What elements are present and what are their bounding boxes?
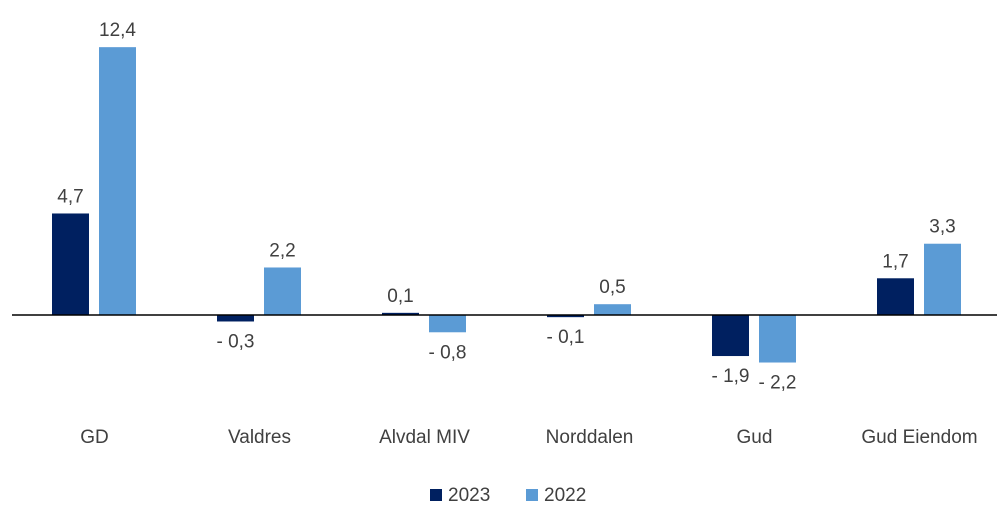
bar (264, 267, 301, 315)
x-tick-label: Gud Eiendom (861, 427, 977, 448)
value-label: 4,7 (57, 186, 83, 207)
x-tick-label: Alvdal MIV (379, 427, 470, 448)
value-label: 1,7 (882, 251, 908, 272)
x-tick-label: GD (80, 427, 109, 448)
legend-swatch (526, 489, 538, 501)
bar (99, 47, 136, 315)
bar (759, 315, 796, 363)
x-tick-label: Gud (737, 427, 773, 448)
bar (924, 243, 961, 315)
value-label: - 1,9 (711, 366, 749, 387)
bar (712, 315, 749, 357)
bar (877, 278, 914, 315)
x-tick-label: Norddalen (546, 427, 634, 448)
value-label: - 2,2 (758, 373, 796, 394)
value-label: - 0,3 (216, 331, 254, 352)
legend-swatch (430, 489, 442, 501)
legend-label: 2023 (448, 485, 490, 506)
legend-label: 2022 (544, 485, 586, 506)
x-tick-label: Valdres (228, 427, 291, 448)
value-label: 0,1 (387, 286, 413, 307)
value-label: 12,4 (99, 20, 136, 41)
value-label: - 0,8 (428, 342, 466, 363)
bar (382, 312, 419, 315)
value-label: - 0,1 (546, 327, 584, 348)
bar (594, 304, 631, 315)
bar (217, 315, 254, 322)
bar (547, 315, 584, 318)
value-label: 2,2 (269, 240, 295, 261)
bar (429, 315, 466, 333)
bar (52, 213, 89, 315)
value-label: 0,5 (599, 277, 625, 298)
value-label: 3,3 (929, 217, 955, 238)
